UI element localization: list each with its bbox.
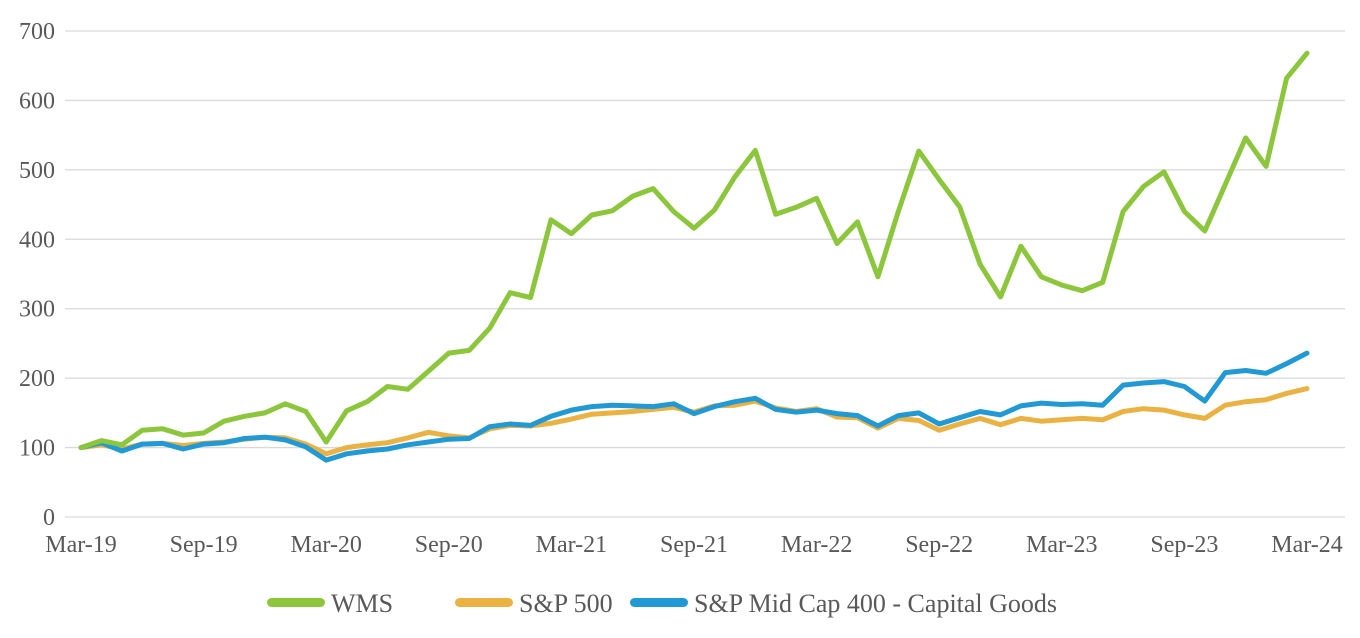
y-axis-tick-labels: 0 100 200 300 400 500 600 700 (19, 19, 55, 531)
x-axis-label: Mar-24 (1271, 532, 1343, 558)
x-axis-label: Sep-21 (660, 532, 728, 558)
y-axis-label: 700 (19, 19, 55, 45)
legend: WMS S&P 500 S&P Mid Cap 400 - Capital Good… (267, 589, 1057, 618)
y-axis-label: 0 (43, 505, 55, 531)
y-axis-label: 100 (19, 436, 55, 462)
x-axis-label: Sep-20 (415, 532, 483, 558)
x-axis-label: Sep-22 (905, 532, 973, 558)
y-axis-label: 300 (19, 297, 55, 323)
x-axis-label: Mar-22 (781, 532, 853, 558)
x-axis-label: Mar-23 (1026, 532, 1098, 558)
legend-label: WMS (331, 589, 393, 618)
y-axis-label: 500 (19, 158, 55, 184)
series-lines (78, 50, 1310, 463)
legend-item-s-p-mid-cap-400-capital-goods: S&P Mid Cap 400 - Capital Goods (630, 589, 1057, 618)
x-axis-label: Mar-21 (536, 532, 608, 558)
legend-swatch-wms (267, 598, 325, 607)
legend-item-wms: WMS (267, 589, 393, 618)
x-axis-label: Sep-23 (1150, 532, 1218, 558)
y-axis-label: 200 (19, 366, 55, 392)
y-axis-label: 600 (19, 88, 55, 114)
series-line-wms (78, 50, 1310, 451)
x-axis-label: Mar-19 (45, 532, 117, 558)
gridlines (65, 30, 1345, 518)
x-axis-label: Mar-20 (290, 532, 362, 558)
x-axis-label: Sep-19 (170, 532, 238, 558)
legend-label: S&P Mid Cap 400 - Capital Goods (694, 589, 1057, 618)
legend-item-s-p-500: S&P 500 (455, 589, 613, 618)
legend-swatch-s-p-500 (455, 598, 513, 607)
x-axis-tick-labels: Mar-19 Sep-19 Mar-20 Sep-20 Mar-21 Sep-21 Mar-… (45, 532, 1343, 558)
series-line-s-p-mid-cap-400-capital-goods (78, 350, 1310, 463)
y-axis-label: 400 (19, 227, 55, 253)
legend-swatch-s-p-mid-cap-400-capital-goods (630, 598, 688, 607)
legend-label: S&P 500 (519, 589, 613, 618)
